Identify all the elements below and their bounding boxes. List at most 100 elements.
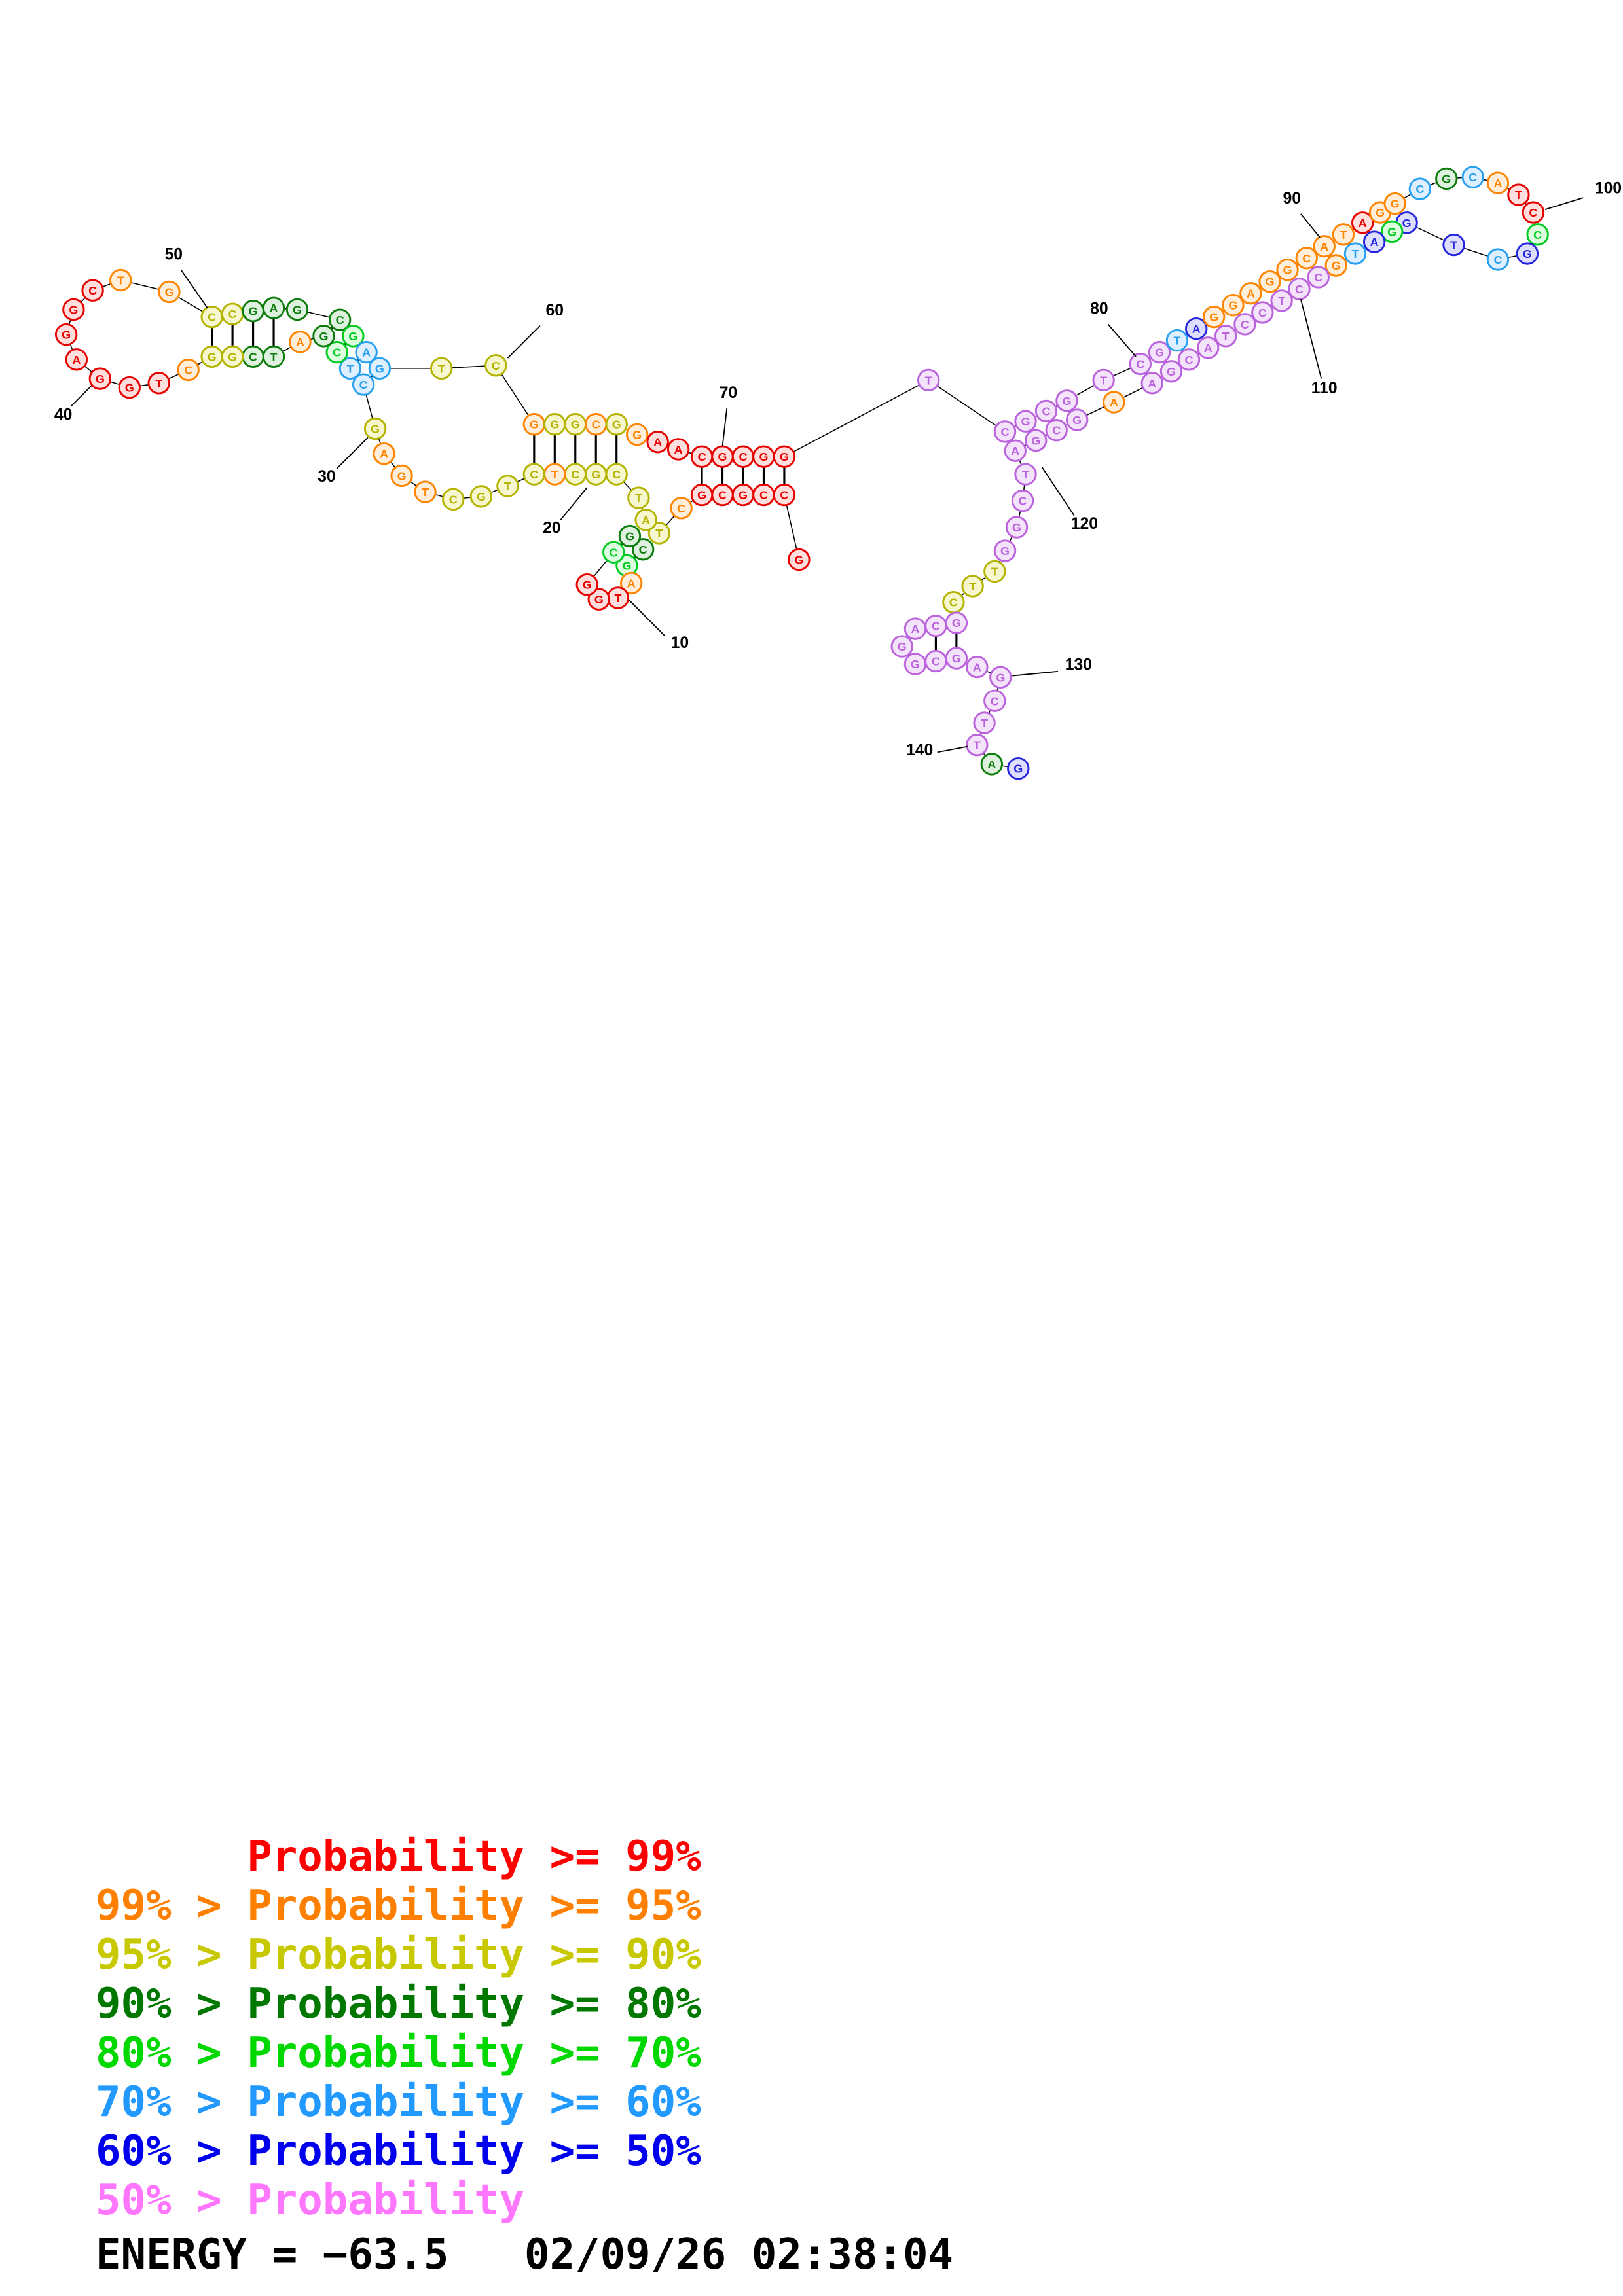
nucleotide-node (625, 423, 649, 446)
nucleotide-node (1222, 293, 1245, 317)
base-letter: A (1148, 377, 1156, 390)
base-letter: C (1241, 318, 1249, 331)
nucleotide-node (442, 488, 465, 511)
base-letter: G (1332, 259, 1341, 272)
nucleotide-node (966, 655, 989, 679)
nucleotide-node (945, 647, 968, 670)
nucleotide-node (627, 486, 650, 509)
base-letter: G (1391, 198, 1400, 211)
base-letter: G (697, 489, 706, 502)
base-letter: C (336, 314, 344, 327)
nucleotide-node (54, 323, 78, 346)
base-letter: G (1072, 414, 1082, 427)
base-letter: A (1247, 287, 1255, 300)
label-leader (1544, 197, 1584, 210)
nucleotide-node (1007, 757, 1030, 780)
nucleotide-node (65, 348, 88, 371)
base-letter: C (1415, 183, 1424, 196)
base-letter: T (551, 468, 558, 481)
base-letter: C (1468, 171, 1477, 184)
legend-item: 80% > Probability >= 70% (96, 2029, 701, 2077)
legend-item: 90% > Probability >= 80% (96, 1980, 701, 2028)
nucleotide-node (1288, 278, 1311, 300)
label-leader (1107, 323, 1137, 357)
base-letter: A (627, 577, 636, 590)
base-letter: A (362, 346, 371, 359)
base-letter: C (571, 468, 579, 481)
nucleotide-node (1025, 429, 1048, 452)
nucleotide-node (1005, 516, 1029, 539)
label-leader (560, 487, 588, 520)
base-letter: T (422, 486, 429, 499)
base-letter: T (117, 274, 124, 287)
base-letter: G (125, 382, 134, 395)
nucleotide-node (1140, 372, 1163, 395)
position-label: 60 (546, 302, 564, 319)
base-letter: T (1278, 295, 1285, 308)
base-letter: G (348, 330, 357, 343)
base-letter: A (1320, 240, 1328, 253)
position-label: 50 (164, 246, 183, 264)
nucleotide-node (646, 431, 669, 454)
nucleotide-node (966, 733, 989, 757)
nucleotide-node (670, 497, 693, 520)
nucleotide-node (285, 298, 309, 321)
nucleotide-node (619, 571, 643, 595)
nucleotide-node (647, 522, 671, 545)
label-leader (1300, 213, 1321, 238)
base-letter: G (1031, 434, 1040, 447)
nucleotide-node (88, 367, 112, 390)
base-letter: G (952, 652, 961, 665)
base-letter: A (1359, 217, 1367, 230)
label-leader (628, 599, 666, 637)
base-letter: G (625, 530, 634, 543)
base-letter: G (1062, 395, 1071, 408)
base-letter: T (1450, 239, 1457, 252)
label-leader (937, 745, 969, 753)
base-letter: C (1042, 405, 1050, 418)
base-letter: C (932, 655, 940, 668)
nucleotide-node (973, 711, 996, 734)
base-letter: A (911, 622, 919, 636)
base-letter: G (1523, 247, 1532, 260)
base-letter: C (759, 489, 768, 502)
nucleotide-node (1034, 399, 1058, 423)
nucleotide-node (1185, 317, 1208, 340)
base-letter: C (1302, 252, 1311, 265)
base-letter: T (1340, 228, 1347, 242)
base-letter: G (249, 305, 258, 318)
base-letter: C (1314, 271, 1322, 284)
nucleotide-node (788, 548, 811, 571)
base-letter: C (333, 346, 341, 359)
base-letter: G (1402, 217, 1412, 230)
nucleotide-node (1103, 391, 1125, 414)
base-letter: C (639, 543, 647, 556)
nucleotide-node (312, 325, 335, 348)
nucleotide-node (1307, 266, 1330, 289)
base-letter: T (969, 580, 976, 593)
nucleotide-node (1011, 489, 1034, 512)
position-label: 20 (543, 520, 561, 537)
base-letter: C (1529, 206, 1537, 219)
position-labels: 10 20 30 40 50 60 70 80 90 100 110 120 130 140 (54, 179, 1622, 759)
nucleotide-node (993, 420, 1017, 443)
base-letter: T (1351, 247, 1359, 260)
base-letter: T (1515, 188, 1522, 202)
base-letter: G (1013, 762, 1023, 776)
nucleotide-node (200, 345, 223, 368)
base-letter: C (592, 418, 600, 431)
nucleotide-node (109, 268, 132, 292)
nucleotide-node (62, 298, 85, 321)
nucleotide-node (575, 573, 598, 596)
nucleotide-node (1343, 242, 1367, 265)
nucleotide-node (522, 463, 546, 486)
nucleotide-node (690, 483, 714, 507)
nucleotide-node (1197, 336, 1220, 359)
base-letter: C (1136, 358, 1144, 371)
nucleotide-node (1055, 389, 1078, 412)
base-letter: C (612, 468, 621, 481)
base-letter: G (62, 329, 71, 342)
nucleotide-node (484, 354, 507, 377)
base-letter: G (780, 450, 789, 463)
base-letter: G (1012, 521, 1021, 534)
